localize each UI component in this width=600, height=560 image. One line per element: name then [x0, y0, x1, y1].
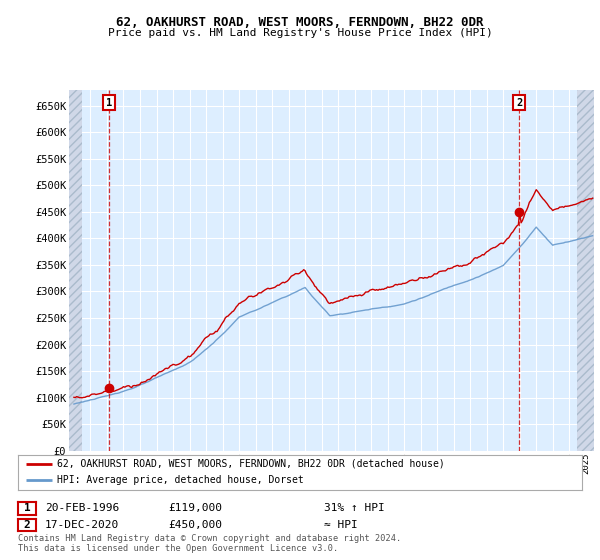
Text: Price paid vs. HM Land Registry's House Price Index (HPI): Price paid vs. HM Land Registry's House … [107, 28, 493, 38]
Text: 1: 1 [106, 98, 112, 108]
Text: £450,000: £450,000 [168, 520, 222, 530]
Text: 31% ↑ HPI: 31% ↑ HPI [324, 503, 385, 514]
Text: 62, OAKHURST ROAD, WEST MOORS, FERNDOWN, BH22 0DR (detached house): 62, OAKHURST ROAD, WEST MOORS, FERNDOWN,… [58, 459, 445, 469]
Text: 1: 1 [23, 503, 31, 514]
Text: 2: 2 [23, 520, 31, 530]
Bar [69, 90, 82, 451]
Text: 62, OAKHURST ROAD, WEST MOORS, FERNDOWN, BH22 0DR: 62, OAKHURST ROAD, WEST MOORS, FERNDOWN,… [116, 16, 484, 29]
Text: Contains HM Land Registry data © Crown copyright and database right 2024.: Contains HM Land Registry data © Crown c… [18, 534, 401, 543]
Bar [577, 90, 594, 451]
Text: 2: 2 [516, 98, 522, 108]
Text: HPI: Average price, detached house, Dorset: HPI: Average price, detached house, Dors… [58, 475, 304, 486]
Text: 20-FEB-1996: 20-FEB-1996 [45, 503, 119, 514]
Text: ≈ HPI: ≈ HPI [324, 520, 358, 530]
Text: £119,000: £119,000 [168, 503, 222, 514]
Text: 17-DEC-2020: 17-DEC-2020 [45, 520, 119, 530]
Text: This data is licensed under the Open Government Licence v3.0.: This data is licensed under the Open Gov… [18, 544, 338, 553]
